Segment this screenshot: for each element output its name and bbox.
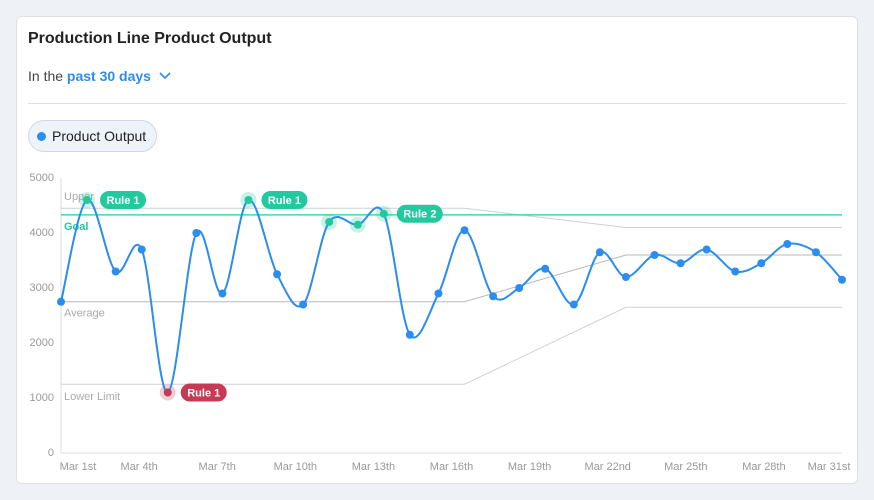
data-point bbox=[163, 388, 172, 397]
reference-line bbox=[61, 306, 842, 385]
card: Production Line Product Output In the pa… bbox=[16, 16, 858, 484]
rule-badge-bg bbox=[100, 191, 147, 209]
chart-title: Production Line Product Output bbox=[28, 30, 272, 47]
data-point bbox=[111, 267, 120, 276]
rule-badge-label: Rule 1 bbox=[187, 387, 220, 399]
filter-value[interactable]: past 30 days bbox=[66, 68, 151, 84]
legend-item[interactable]: Product Output bbox=[28, 120, 158, 152]
data-point bbox=[83, 196, 92, 204]
data-point bbox=[811, 248, 820, 257]
x-tick-label: Mar 16th bbox=[430, 461, 473, 473]
reference-line bbox=[61, 207, 842, 228]
rule-badge: Rule 2 bbox=[396, 204, 443, 223]
rule-badge-bg bbox=[396, 204, 443, 223]
data-point bbox=[569, 300, 578, 309]
divider bbox=[28, 103, 846, 104]
reference-label: Lower Limit bbox=[64, 391, 120, 403]
data-point bbox=[325, 218, 334, 226]
data-point bbox=[405, 330, 414, 339]
filter: In the past 30 days bbox=[28, 68, 172, 84]
y-tick-label: 4000 bbox=[30, 227, 54, 239]
data-point bbox=[460, 226, 469, 235]
data-point bbox=[218, 289, 227, 298]
y-tick-label: 0 bbox=[48, 447, 54, 459]
rule-badge: Rule 1 bbox=[100, 191, 147, 209]
y-tick-label: 1000 bbox=[30, 392, 54, 404]
x-tick-label: Mar 22nd bbox=[584, 461, 630, 473]
data-point bbox=[434, 289, 443, 298]
x-tick-label: Mar 13th bbox=[352, 461, 395, 473]
reference-label: Average bbox=[64, 308, 105, 320]
reference-line bbox=[61, 254, 842, 303]
x-tick-label: Mar 19th bbox=[508, 461, 551, 473]
series-line bbox=[60, 198, 843, 394]
rule-badge-label: Rule 1 bbox=[268, 195, 301, 207]
x-tick-label: Mar 1st bbox=[60, 461, 97, 473]
data-point bbox=[57, 297, 65, 306]
data-point bbox=[676, 259, 685, 268]
data-point bbox=[702, 245, 711, 254]
filter-prefix: In the bbox=[28, 68, 64, 84]
x-tick-label: Mar 31st bbox=[808, 461, 851, 473]
x-tick-label: Mar 10th bbox=[274, 461, 317, 473]
data-point bbox=[783, 240, 792, 248]
rule-badge-label: Rule 2 bbox=[403, 209, 436, 221]
data-point bbox=[244, 196, 253, 204]
rule-badge-label: Rule 1 bbox=[107, 195, 140, 207]
rule-badge-bg bbox=[261, 191, 308, 209]
x-tick-label: Mar 7th bbox=[199, 461, 236, 473]
x-tick-label: Mar 25th bbox=[664, 461, 707, 473]
data-point bbox=[379, 209, 388, 218]
y-tick-label: 3000 bbox=[30, 282, 54, 294]
y-tick-label: 2000 bbox=[30, 337, 54, 349]
legend-dot bbox=[37, 131, 46, 141]
y-tick-label: 5000 bbox=[30, 172, 54, 184]
data-point bbox=[731, 267, 740, 276]
legend-label: Product Output bbox=[52, 128, 147, 144]
rule-badge-bg bbox=[180, 383, 227, 402]
data-point bbox=[595, 248, 604, 257]
x-tick-label: Mar 4th bbox=[120, 461, 157, 473]
data-point bbox=[650, 251, 659, 259]
data-point bbox=[299, 300, 308, 309]
data-point bbox=[541, 264, 550, 273]
data-point bbox=[838, 275, 846, 284]
data-point bbox=[137, 245, 146, 254]
chevron[interactable] bbox=[158, 71, 172, 81]
rule-badge: Rule 1 bbox=[180, 383, 227, 402]
x-tick-label: Mar 28th bbox=[742, 461, 785, 473]
data-point bbox=[353, 220, 362, 229]
data-point bbox=[621, 273, 630, 281]
data-point bbox=[273, 270, 282, 279]
data-point bbox=[489, 292, 498, 301]
data-point bbox=[515, 284, 524, 292]
data-point bbox=[757, 259, 766, 268]
rule-badge: Rule 1 bbox=[261, 191, 308, 209]
data-point bbox=[192, 229, 201, 237]
